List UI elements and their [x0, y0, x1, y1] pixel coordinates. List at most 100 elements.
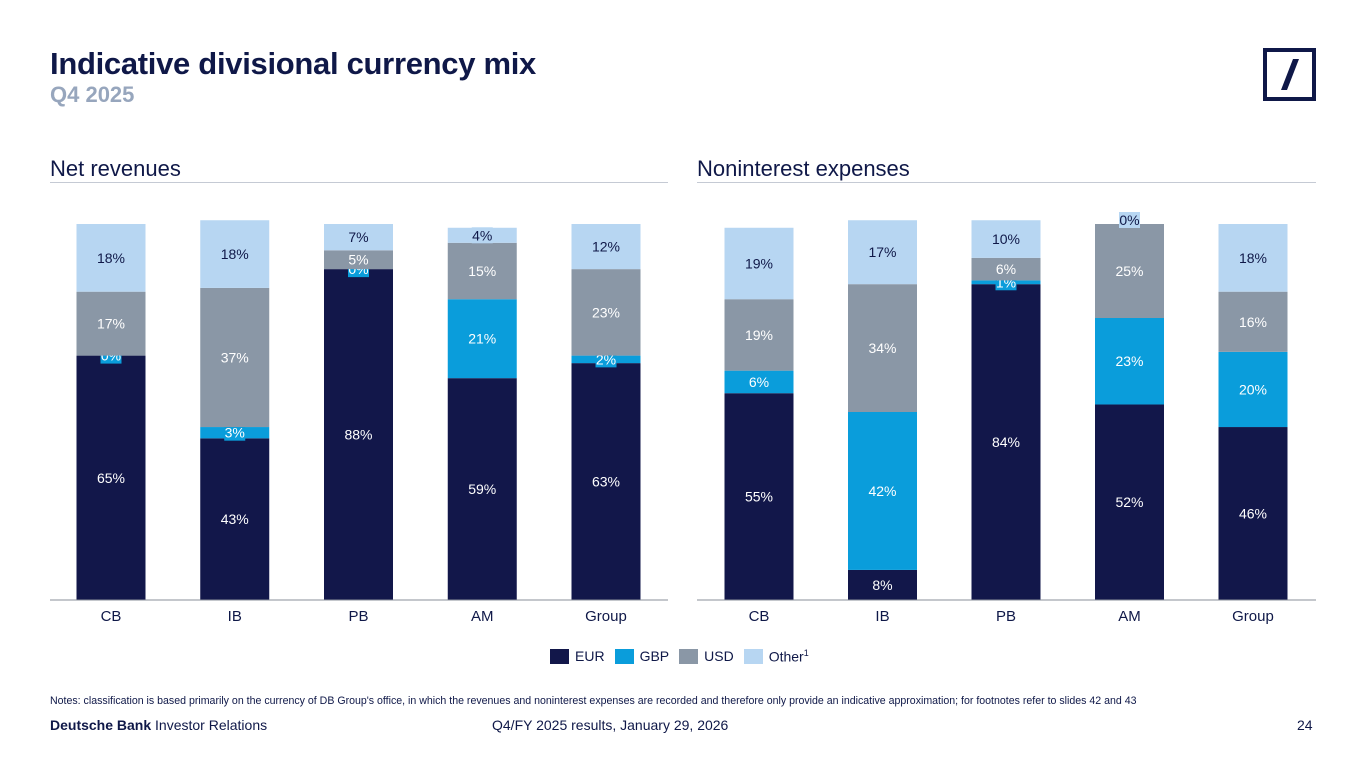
legend-item-eur: EUR [550, 648, 605, 664]
revenues-label-cb-usd: 17% [97, 316, 125, 332]
revenues-label-pb-usd: 5% [348, 252, 368, 268]
legend-swatch-eur [550, 648, 569, 664]
expenses-tick-cb: CB [749, 608, 770, 625]
revenues-label-cb-other: 18% [97, 250, 125, 266]
revenues-label-cb-eur: 65% [97, 470, 125, 486]
legend-label-gbp: GBP [639, 648, 670, 665]
footer-presentation-info: Q4/FY 2025 results, January 29, 2026 [492, 717, 729, 733]
revenues-label-am-usd: 15% [468, 263, 496, 279]
revenues-bar-ib-usd [200, 287, 270, 428]
expenses-tick-am: AM [1118, 608, 1141, 625]
legend: EUR GBP USD Other1 [550, 648, 819, 665]
revenues-bar-am-usd [447, 242, 517, 300]
expenses-bar-am-usd [1095, 224, 1164, 318]
footnote-marker: 1 [803, 648, 809, 658]
deutsche-bank-logo-icon [1263, 48, 1316, 101]
revenues-bar-pb-eur [324, 269, 393, 600]
revenues-tick-am: AM [471, 608, 494, 625]
expenses-bar-pb-usd [971, 257, 1041, 281]
revenues-label-pb-eur: 88% [344, 427, 372, 443]
legend-item-gbp: GBP [614, 648, 670, 665]
footer-brand-rest: Investor Relations [155, 717, 268, 733]
expenses-tick-pb: PB [996, 608, 1016, 625]
expenses-label-am-other: 0% [1119, 212, 1139, 228]
legend-swatch-gbp [614, 648, 634, 664]
expenses-label-group-usd: 16% [1239, 314, 1267, 330]
expenses-bar-am-gbp [1095, 318, 1164, 405]
revenues-bar-cb-other [76, 224, 146, 292]
legend-swatch-usd [679, 648, 699, 664]
expenses-label-cb-usd: 19% [745, 327, 773, 343]
revenues-label-group-eur: 63% [592, 474, 620, 490]
expenses-label-group-eur: 46% [1239, 506, 1267, 522]
expenses-bar-ib-gbp [848, 412, 917, 570]
revenues-tick-group: Group [585, 608, 627, 625]
expenses-bar-ib-other [848, 220, 917, 285]
revenues-tick-ib: IB [228, 608, 242, 625]
expenses-label-ib-eur: 8% [872, 577, 892, 593]
revenues-label-ib-usd: 37% [221, 349, 249, 365]
expenses-bar-cb-eur [724, 393, 794, 600]
expenses-label-bg-am-other [1119, 212, 1140, 228]
noninterest-expenses-title: Noninterest expenses [697, 156, 910, 181]
legend-label-eur: EUR [575, 648, 605, 665]
revenues-label-pb-other: 7% [348, 229, 368, 245]
revenues-label-ib-gbp: 3% [225, 425, 245, 441]
legend-swatch-other [743, 648, 763, 664]
revenues-bar-group-usd [571, 269, 641, 356]
revenues-bar-pb-usd [324, 250, 393, 270]
revenues-bar-am-gbp [447, 299, 517, 379]
expenses-bar-ib-eur [848, 569, 917, 600]
expenses-bar-group-usd [1218, 291, 1288, 352]
revenues-label-group-usd: 23% [592, 304, 620, 320]
expenses-label-cb-eur: 55% [745, 489, 773, 505]
expenses-bar-ib-usd [848, 284, 917, 412]
expenses-bar-pb-other [971, 220, 1041, 258]
revenues-bar-ib-eur [200, 438, 270, 600]
legend-item-other: Other1 [743, 648, 809, 665]
net-revenues-title: Net revenues [50, 156, 181, 181]
expenses-label-ib-usd: 34% [868, 340, 896, 356]
expenses-bar-cb-other [724, 227, 794, 300]
page-number: 24 [1297, 717, 1313, 733]
legend-label-other-text: Other [768, 648, 804, 665]
expenses-bar-group-other [1218, 224, 1288, 292]
expenses-label-ib-gbp: 42% [868, 483, 896, 499]
noninterest-expenses-rule [697, 182, 1316, 183]
revenues-bar-am-eur [447, 378, 517, 600]
revenues-bar-group-eur [571, 363, 641, 600]
revenues-tick-pb: PB [348, 608, 368, 625]
revenues-bar-pb-other [324, 224, 393, 251]
expenses-label-cb-other: 19% [745, 255, 773, 271]
expenses-label-group-gbp: 20% [1239, 381, 1267, 397]
expenses-label-am-usd: 25% [1115, 263, 1143, 279]
expenses-label-am-gbp: 23% [1115, 353, 1143, 369]
expenses-bar-am-eur [1095, 404, 1164, 600]
expenses-tick-ib: IB [875, 608, 889, 625]
revenues-tick-cb: CB [101, 608, 122, 625]
revenues-bar-group-other [571, 224, 641, 270]
page-title: Indicative divisional currency mix [50, 46, 536, 81]
revenues-label-ib-other: 18% [221, 246, 249, 262]
revenues-label-bg-ib-gbp [224, 424, 246, 441]
expenses-bar-cb-usd [724, 299, 794, 371]
expenses-label-pb-usd: 6% [996, 261, 1016, 277]
net-revenues-rule [50, 182, 668, 183]
expenses-label-pb-other: 10% [992, 231, 1020, 247]
expenses-label-cb-gbp: 6% [749, 374, 769, 390]
expenses-tick-group: Group [1232, 608, 1274, 625]
expenses-bar-group-gbp [1218, 351, 1288, 428]
revenues-bar-ib-other [200, 220, 270, 288]
revenues-label-bg-am-other [471, 227, 493, 244]
revenues-bar-cb-eur [76, 355, 146, 600]
expenses-label-ib-other: 17% [868, 244, 896, 260]
revenues-label-am-eur: 59% [468, 481, 496, 497]
legend-label-other: Other1 [769, 648, 809, 665]
legend-item-usd: USD [679, 648, 734, 664]
revenues-label-group-other: 12% [592, 239, 620, 255]
expenses-bar-group-eur [1218, 427, 1288, 600]
revenues-bar-cb-usd [76, 291, 146, 356]
expenses-label-group-other: 18% [1239, 250, 1267, 266]
footer-brand: Deutsche Bank Investor Relations [50, 717, 267, 733]
